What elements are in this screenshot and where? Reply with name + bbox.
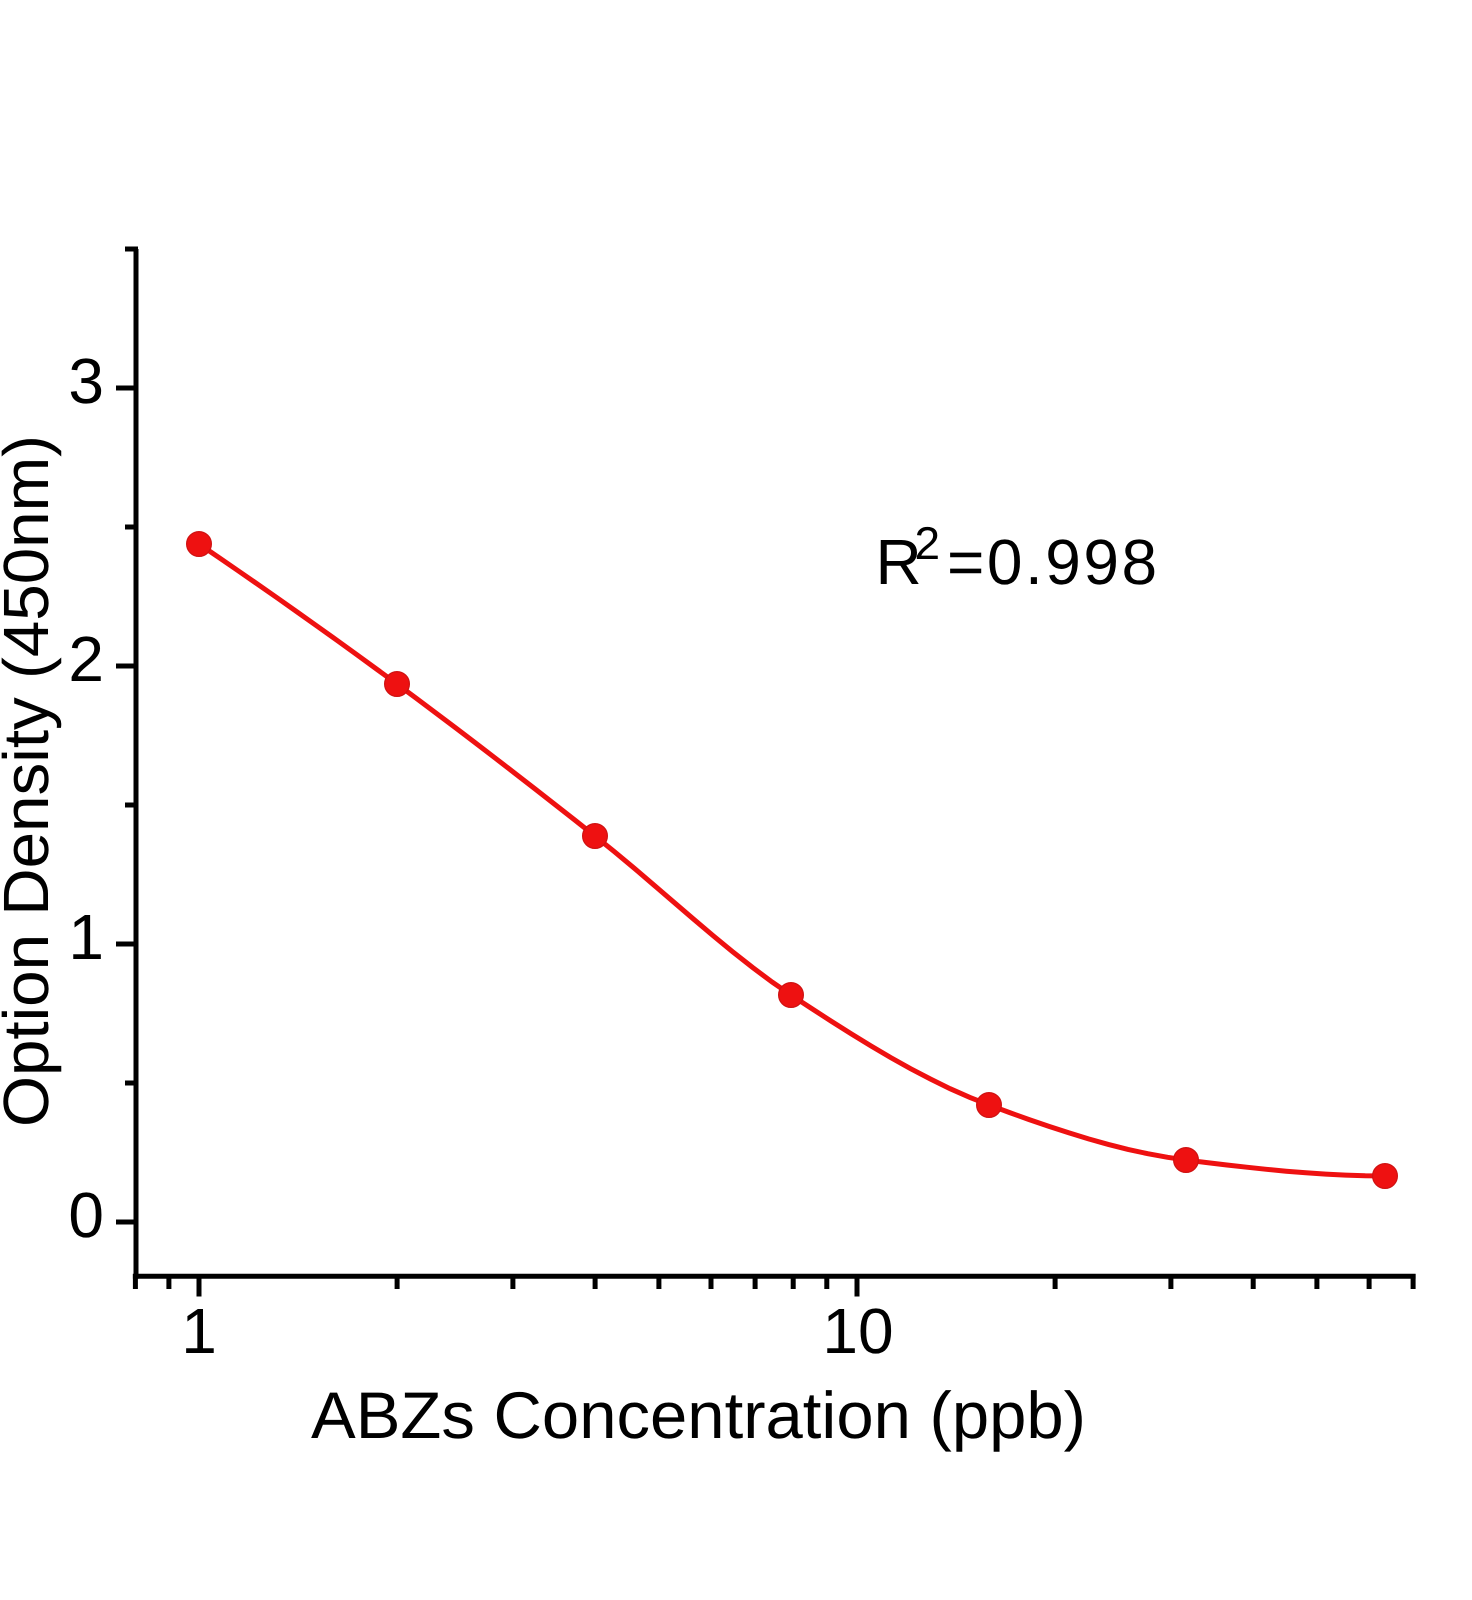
svg-text:10: 10 bbox=[822, 1295, 893, 1367]
svg-text:1: 1 bbox=[181, 1295, 217, 1367]
svg-text:ABZs Concentration (ppb): ABZs Concentration (ppb) bbox=[311, 1378, 1086, 1452]
svg-text:0: 0 bbox=[68, 1179, 104, 1251]
svg-text:1: 1 bbox=[68, 901, 104, 973]
svg-text:Option Density (450nm): Option Density (450nm) bbox=[0, 435, 62, 1127]
svg-text:R: R bbox=[876, 526, 922, 598]
svg-text:3: 3 bbox=[68, 345, 104, 417]
svg-text:2: 2 bbox=[68, 623, 104, 695]
svg-text:=0.998: =0.998 bbox=[947, 526, 1160, 598]
